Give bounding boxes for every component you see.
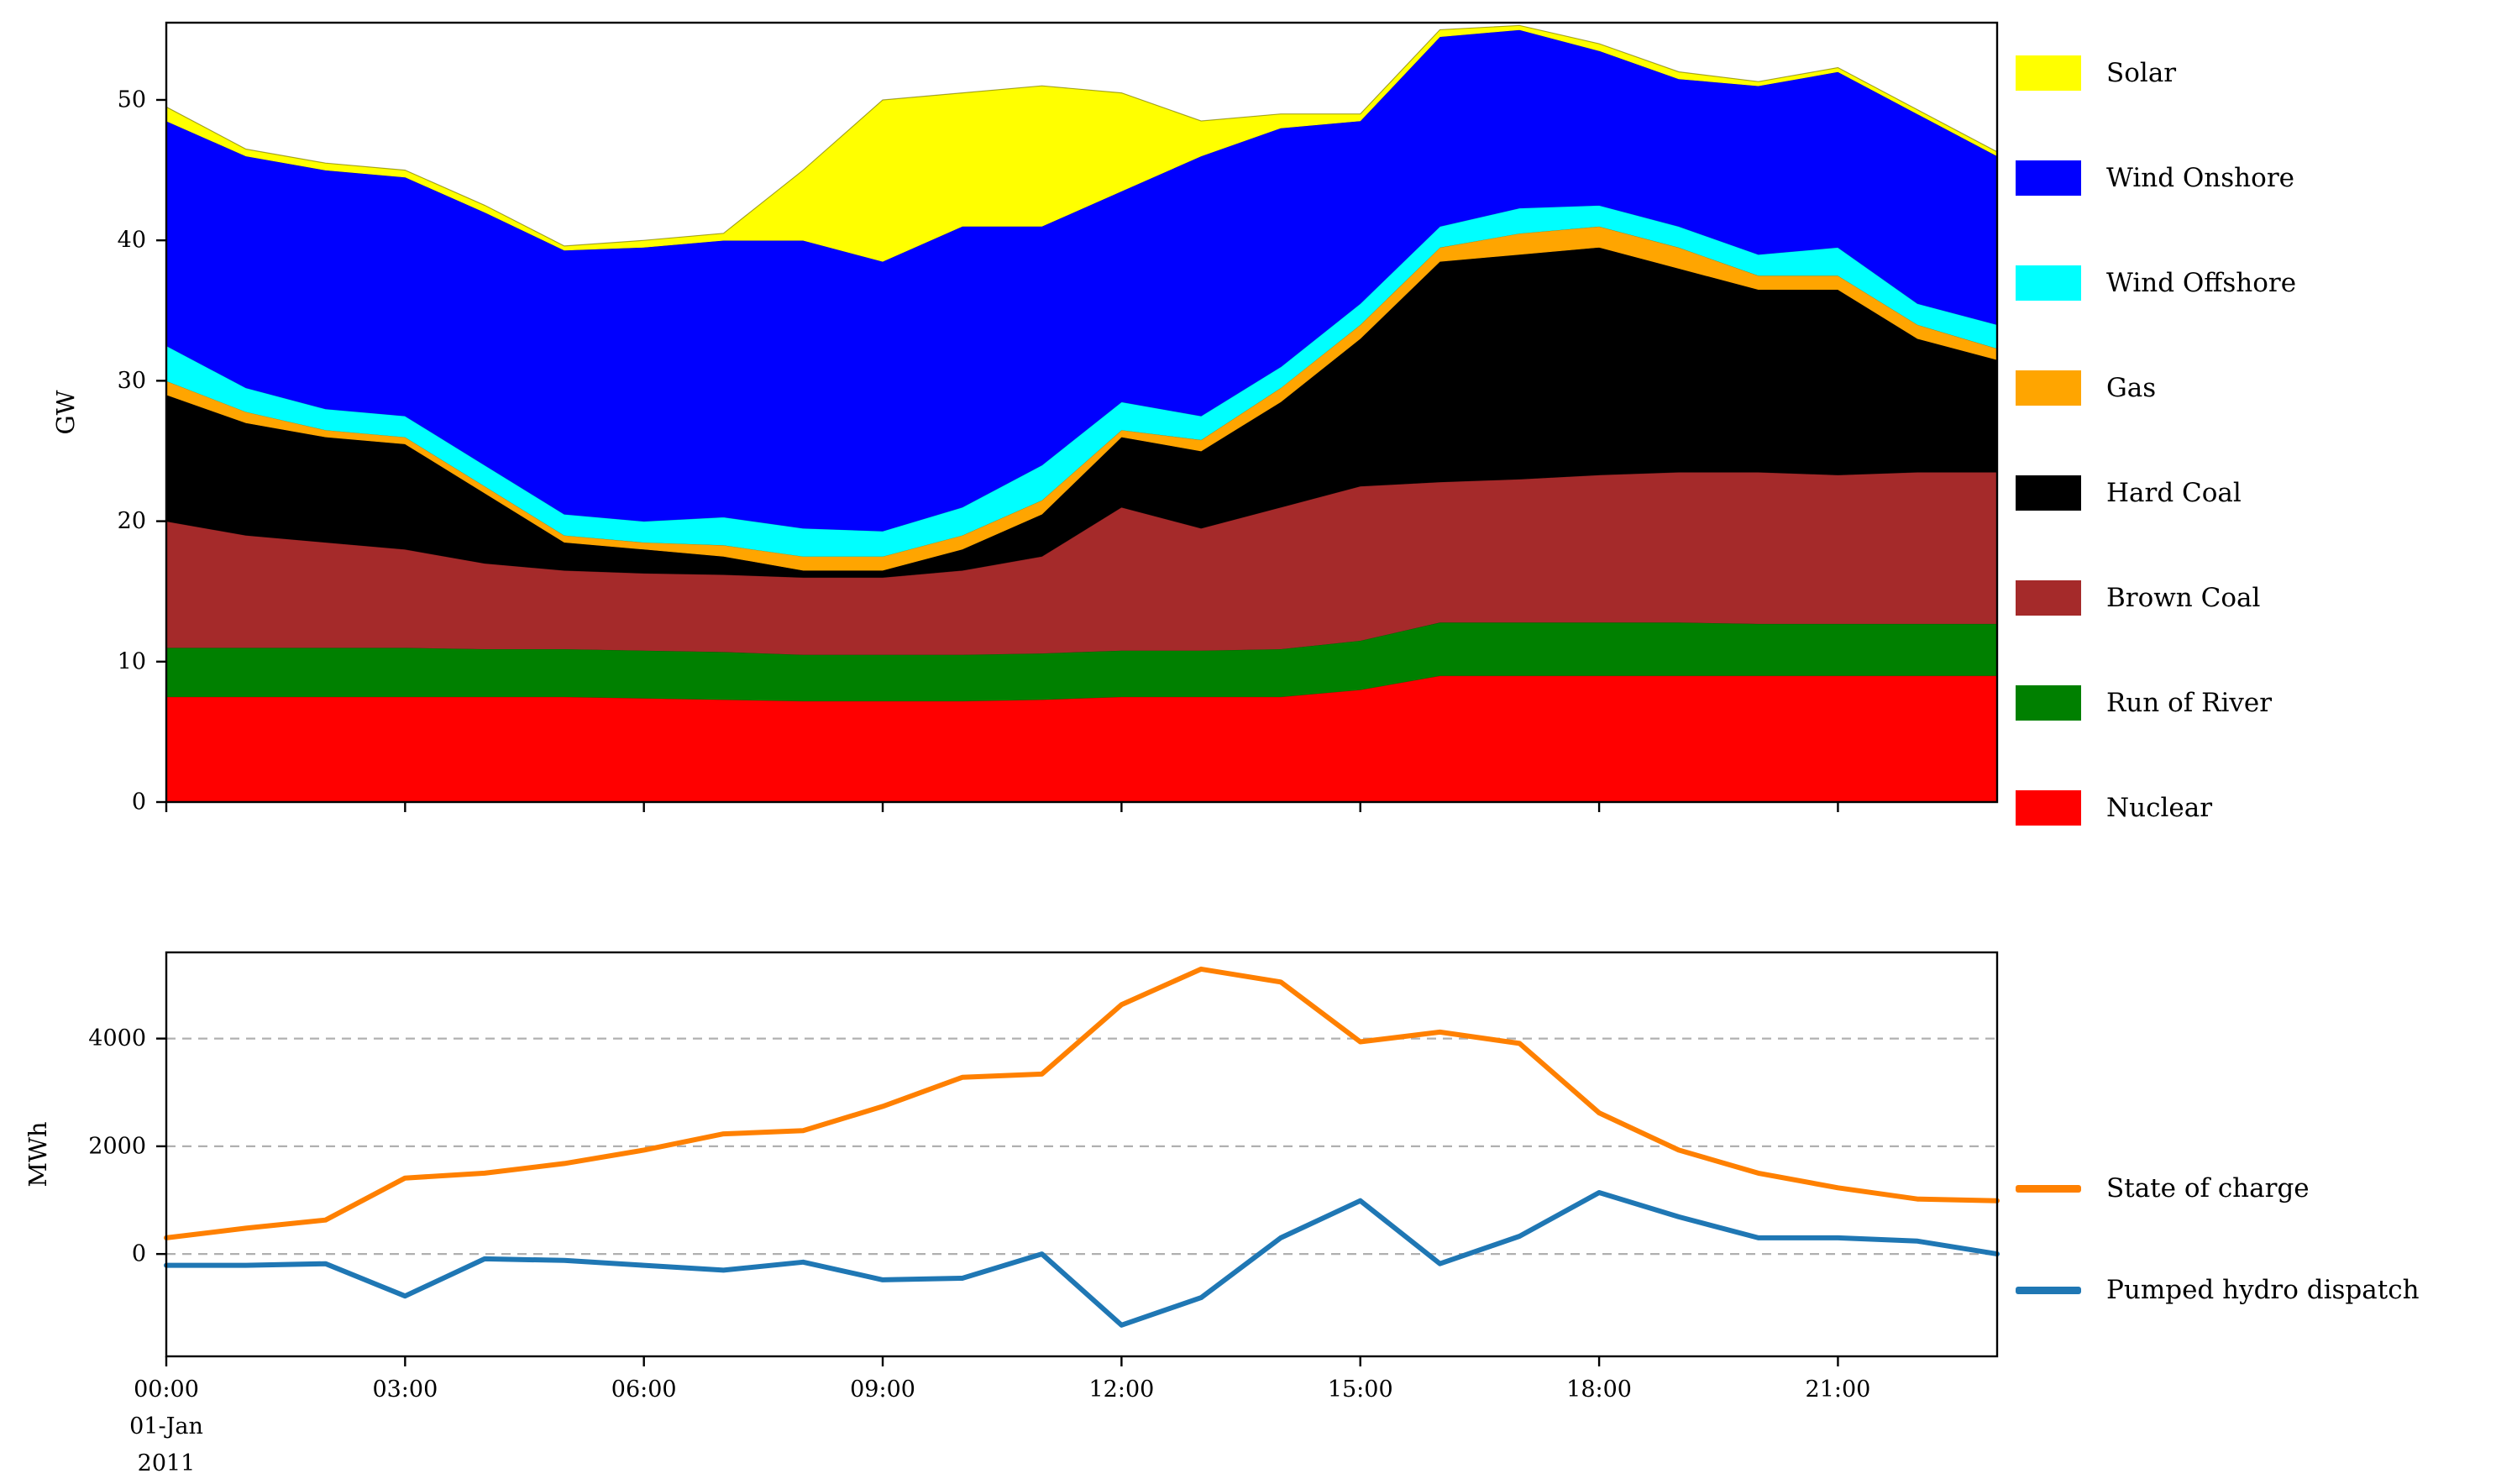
x-tick-label: 00:00	[134, 1377, 199, 1403]
legend-color-patch	[2016, 55, 2081, 91]
legend-color-patch	[2016, 265, 2081, 301]
legend-item-hard-coal: Hard Coal	[2016, 475, 2296, 511]
legend-label: Hard Coal	[2106, 478, 2242, 508]
legend-label: State of charge	[2106, 1173, 2310, 1203]
y-tick-label: 0	[132, 789, 146, 815]
area-edge-solar	[165, 24, 1998, 247]
x-tick-label: 06:00	[611, 1377, 677, 1403]
y-tick-label: 30	[118, 368, 146, 394]
legend-label: Wind Offshore	[2106, 268, 2297, 298]
legend-item-wind-offshore: Wind Offshore	[2016, 265, 2296, 301]
storage-legend: State of charge Pumped hydro dispatch	[2016, 1171, 2420, 1308]
line-state-of-charge	[164, 966, 2000, 1240]
x-tick-label: 12:00	[1088, 1377, 1154, 1403]
legend-label: Solar	[2106, 58, 2177, 88]
legend-color-patch	[2016, 370, 2081, 406]
legend-item-wind-onshore: Wind Onshore	[2016, 160, 2296, 196]
plot-frame	[165, 951, 1999, 1358]
legend-color-patch	[2016, 475, 2081, 511]
legend-item-pumped-hydro-dispatch: Pumped hydro dispatch	[2016, 1272, 2420, 1308]
y-tick-label: 20	[118, 508, 146, 534]
y-axis-label: GW	[51, 390, 80, 434]
plot-frame	[165, 21, 1999, 804]
storage-line-chart: 0 2000 4000 00:00 03:00 06:00 09:00 12:00 15:00 1…	[24, 951, 2000, 1476]
legend-color-line	[2016, 1286, 2081, 1294]
legend-label: Run of River	[2106, 688, 2273, 718]
legend-label: Wind Onshore	[2106, 163, 2294, 193]
y-tick-label: 10	[118, 648, 146, 674]
generation-legend: Solar Wind Onshore Wind Offshore Gas Hard Co…	[2016, 55, 2296, 826]
y-tick-label: 4000	[88, 1025, 146, 1051]
legend-color-patch	[2016, 160, 2081, 196]
legend-item-nuclear: Nuclear	[2016, 790, 2296, 826]
legend-item-brown-coal: Brown Coal	[2016, 580, 2296, 616]
x-tick-label: 03:00	[372, 1377, 438, 1403]
y-tick-label: 50	[118, 87, 146, 113]
legend-color-patch	[2016, 685, 2081, 721]
x-date-label: 01-Jan	[129, 1413, 203, 1439]
y-tick-label: 2000	[88, 1133, 146, 1159]
x-date-label: 2011	[138, 1450, 196, 1476]
x-tick-label: 15:00	[1328, 1377, 1393, 1403]
x-tick-label: 09:00	[850, 1377, 915, 1403]
legend-item-solar: Solar	[2016, 55, 2296, 91]
legend-label: Nuclear	[2106, 793, 2213, 823]
x-tick-label: 21:00	[1806, 1377, 1871, 1403]
legend-item-state-of-charge: State of charge	[2016, 1171, 2420, 1206]
legend-color-patch	[2016, 580, 2081, 616]
legend-item-gas: Gas	[2016, 370, 2296, 406]
x-tick-label: 18:00	[1566, 1377, 1632, 1403]
y-axis-label: MWh	[24, 1121, 52, 1187]
generation-stacked-area-chart: 0 10 20 30 40 50 GW	[51, 21, 1999, 815]
line-pumped-hydro-dispatch	[164, 1190, 2000, 1328]
legend-label: Gas	[2106, 373, 2157, 403]
legend-label: Brown Coal	[2106, 583, 2261, 613]
legend-color-patch	[2016, 790, 2081, 826]
legend-item-run-of-river: Run of River	[2016, 685, 2296, 721]
y-tick-label: 40	[118, 228, 146, 254]
legend-label: Pumped hydro dispatch	[2106, 1275, 2420, 1305]
y-tick-label: 0	[132, 1241, 146, 1267]
legend-color-line	[2016, 1184, 2081, 1193]
